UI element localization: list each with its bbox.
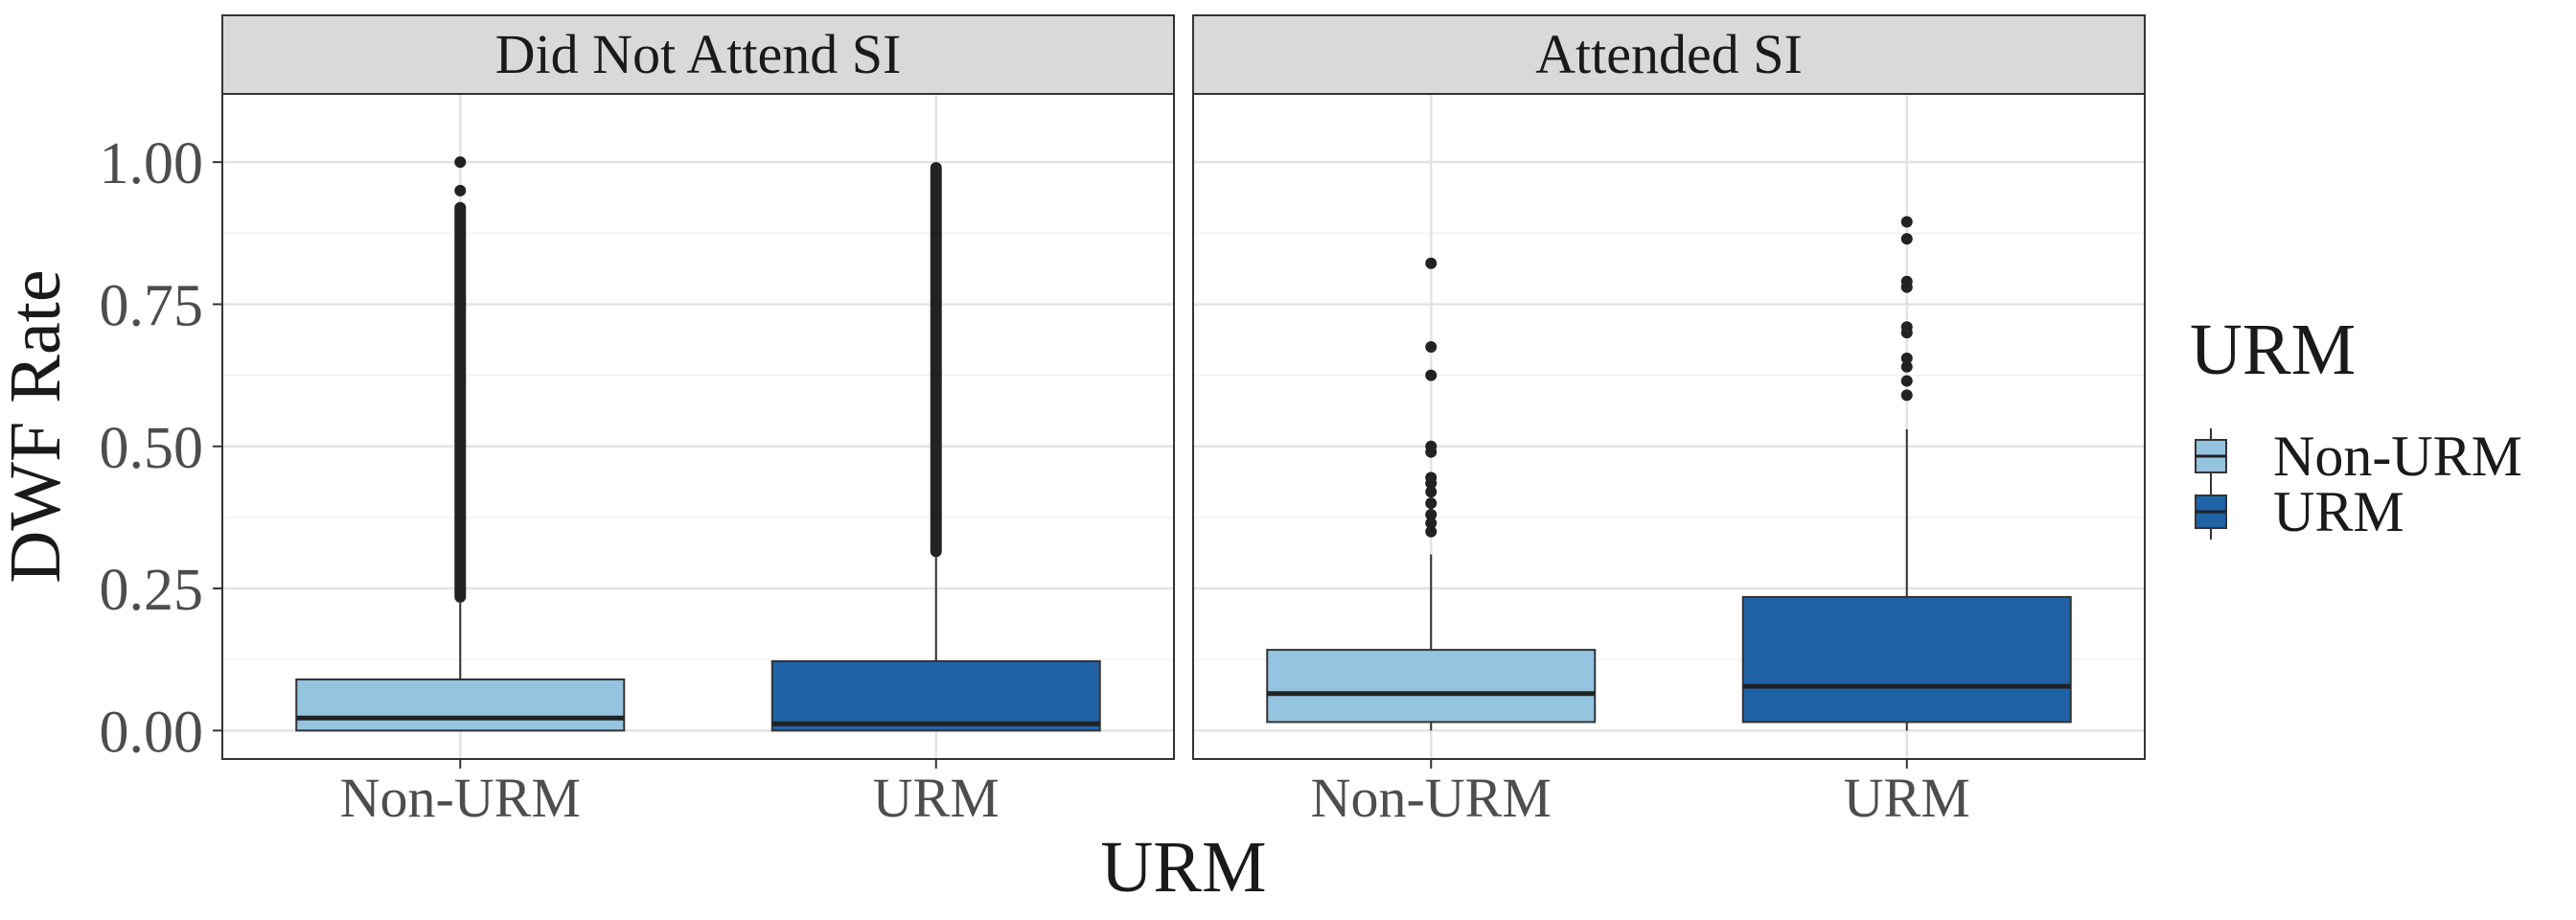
outlier-point [1900,360,1913,373]
y-tick-label: 0.75 [100,273,204,338]
facet-strip [221,14,1175,95]
x-tick-label: URM [1844,767,1970,829]
y-tick-label: 0.50 [100,416,204,481]
outlier-point [1425,440,1438,452]
x-tick-label: URM [873,767,1000,829]
outlier-point [1900,321,1913,334]
outlier-point [1425,497,1438,510]
facet-title: Attended SI [1535,23,1803,85]
outlier-point [1425,525,1438,538]
legend-label: Non-URM [2273,425,2522,488]
facet-strip [1192,14,2146,95]
outlier-point [1900,216,1913,228]
y-tick-label: 1.00 [100,131,204,196]
outlier-point [1425,472,1438,484]
y-tick-label: 0.00 [100,700,204,765]
legend-label: URM [2273,480,2404,543]
outlier-point [1900,375,1913,387]
outlier-point [1900,233,1913,245]
y-tick-label: 0.25 [100,558,204,623]
y-axis-title: DWF Rate [0,269,76,583]
legend-title: URM [2190,310,2356,390]
outlier-point [454,184,467,196]
box-urm [770,659,1101,732]
box-non-urm [295,678,626,732]
box-non-urm [1266,649,1597,724]
box-urm [1741,595,2072,724]
panel-background-0 [222,94,1174,759]
outlier-point [1425,369,1438,381]
outlier-point [454,156,467,169]
outlier-point [1900,389,1913,402]
x-tick-label: Non-URM [1311,767,1552,829]
facet-title: Did Not Attend SI [495,23,902,85]
outlier-cluster [454,201,467,603]
outlier-point [1900,352,1913,364]
outlier-cluster [930,162,942,558]
outlier-point [1900,275,1913,288]
outlier-point [1425,517,1438,529]
outlier-point [1425,508,1438,520]
outlier-point [1425,257,1438,269]
x-axis-title: URM [1100,827,1266,908]
outlier-point [1425,486,1438,498]
x-tick-label: Non-URM [340,767,581,829]
outlier-point [1425,340,1438,353]
